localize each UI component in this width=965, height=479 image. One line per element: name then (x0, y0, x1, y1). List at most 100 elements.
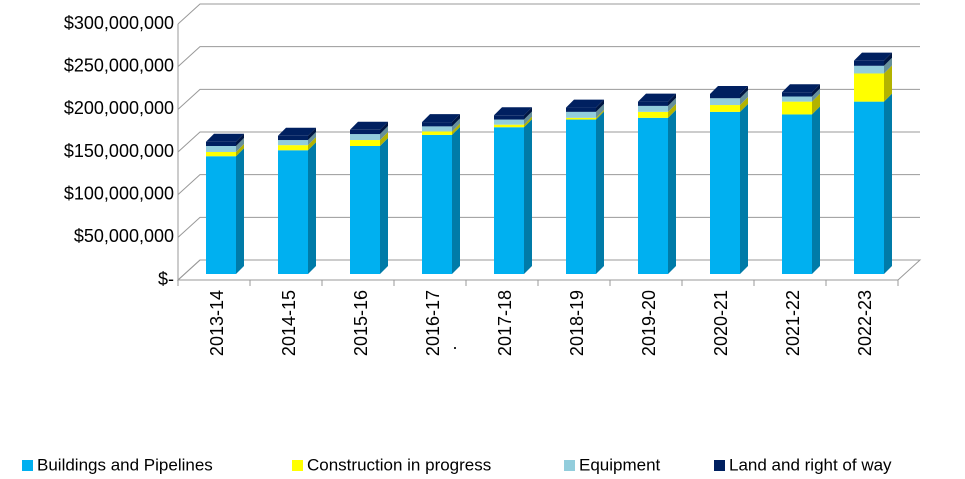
y-tick-label: $150,000,000 (64, 141, 174, 161)
y-tick-label: $- (158, 269, 174, 289)
grid-line (177, 88, 920, 110)
bar (494, 124, 524, 128)
grid-line (177, 259, 920, 281)
x-tick-label: 2021-22 (783, 290, 803, 356)
bar (638, 111, 668, 118)
x-tick-label: 2020-21 (711, 290, 731, 356)
bar-side (668, 103, 676, 118)
bar-top (422, 114, 460, 123)
bar (206, 146, 236, 152)
bar-side (524, 111, 532, 125)
bar (710, 93, 740, 99)
bar-side (884, 52, 892, 66)
bar (350, 146, 380, 274)
bar (206, 156, 236, 274)
bar (278, 140, 308, 146)
legend-swatch (564, 460, 575, 471)
annotation: . (452, 333, 457, 353)
bar (638, 105, 668, 112)
bar (710, 98, 740, 106)
bar-top (278, 127, 316, 136)
bar-top (854, 52, 892, 61)
grid-line (177, 216, 920, 238)
bar-side (380, 126, 388, 141)
bar-side (452, 126, 460, 274)
bar-side (236, 143, 244, 157)
legend-swatch (292, 460, 303, 471)
bar (638, 101, 668, 106)
y-tick-label: $300,000,000 (64, 13, 174, 33)
bar-side (740, 85, 748, 99)
bar (566, 111, 596, 118)
bar (854, 101, 884, 274)
bar-side (452, 123, 460, 135)
legend-label: Buildings and Pipelines (37, 455, 213, 474)
bar-side (308, 132, 316, 146)
grid-line (177, 46, 920, 68)
bar-side (668, 97, 676, 112)
legend-swatch (714, 460, 725, 471)
legend-label: Construction in progress (307, 455, 491, 474)
bar-side (380, 138, 388, 274)
bar-side (452, 118, 460, 132)
bar (422, 134, 452, 274)
bar-top (710, 85, 748, 94)
bar (710, 105, 740, 112)
bar-side (380, 121, 388, 135)
bar (350, 140, 380, 146)
x-tick-label: 2015-16 (351, 290, 371, 356)
bar (422, 126, 452, 132)
legend-swatch (22, 460, 33, 471)
legend-label: Equipment (579, 455, 661, 474)
bar-top (638, 93, 676, 102)
bar-side (452, 114, 460, 127)
bar-top (206, 133, 244, 142)
bar (350, 129, 380, 135)
bar-top (566, 99, 604, 108)
bar (566, 107, 596, 112)
bar (278, 135, 308, 141)
bar-side (812, 106, 820, 274)
y-tick-label: $50,000,000 (74, 226, 174, 246)
grid-line (177, 3, 920, 25)
bar (494, 127, 524, 274)
x-tick-label: 2016-17 (423, 290, 443, 356)
x-tick-label: 2022-23 (855, 290, 875, 356)
grid-line (177, 174, 920, 196)
bar-side (812, 93, 820, 115)
x-tick-label: 2017-18 (495, 290, 515, 356)
bar (854, 73, 884, 102)
bar (494, 115, 524, 120)
bar (422, 131, 452, 135)
bar-side (380, 132, 388, 146)
grid-line (177, 131, 920, 153)
bar-side (308, 137, 316, 151)
bar-side (524, 119, 532, 274)
bar-side (812, 88, 820, 102)
bar-side (596, 111, 604, 275)
y-tick-label: $200,000,000 (64, 98, 174, 118)
bar (566, 117, 596, 120)
bar-side (596, 99, 604, 112)
bar-side (740, 103, 748, 274)
bar-side (740, 90, 748, 106)
bar-side (596, 103, 604, 118)
bar-side (308, 142, 316, 274)
bar (350, 134, 380, 141)
bar-side (812, 84, 820, 97)
bar-side (236, 138, 244, 152)
x-tick-label: 2014-15 (279, 290, 299, 356)
bar-side (524, 107, 532, 120)
bar-side (236, 133, 244, 146)
bar-side (524, 116, 532, 128)
legend: Buildings and Pipelines Construction in p… (22, 455, 892, 474)
bar (206, 141, 236, 146)
bar (566, 119, 596, 275)
x-tick-label: 2018-19 (567, 290, 587, 356)
bar (278, 150, 308, 274)
y-tick-label: $250,000,000 (64, 55, 174, 75)
bar-side (884, 93, 892, 274)
bar (206, 151, 236, 157)
bar-side (884, 57, 892, 74)
